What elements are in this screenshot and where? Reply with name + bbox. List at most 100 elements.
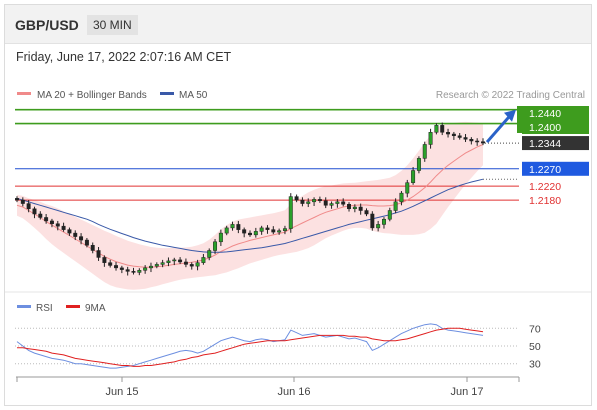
candle — [90, 242, 95, 254]
candle-body — [381, 218, 386, 225]
candle — [387, 207, 392, 222]
rsi-tick-label: 70 — [529, 323, 541, 335]
candle — [376, 220, 381, 232]
copyright-text: Research © 2022 Trading Central — [436, 90, 585, 101]
candle-body — [411, 170, 416, 183]
x-tick-label: Jun 15 — [105, 386, 138, 398]
rsi-tick-label: 30 — [529, 359, 541, 371]
level-label-box — [522, 161, 589, 176]
candle-body — [317, 199, 322, 202]
candle-body — [253, 231, 258, 236]
candle — [416, 156, 421, 174]
candle-body — [90, 245, 95, 251]
candle-body — [271, 229, 276, 233]
ma20-legend-label: MA 20 + Bollinger Bands — [37, 90, 147, 101]
candle-body — [38, 213, 43, 218]
candle-body — [178, 259, 183, 263]
candle-body — [195, 262, 200, 267]
candle — [61, 222, 66, 232]
candle — [271, 226, 276, 235]
candle-body — [475, 140, 480, 143]
timeframe-button[interactable]: 30 MIN — [87, 15, 138, 35]
candle-body — [405, 182, 410, 194]
candle — [457, 132, 462, 140]
ma50-legend-swatch — [160, 92, 174, 95]
candle — [329, 201, 334, 209]
level-labels: 1.2440 1.2400 1.2270 1.2220 1.2180 1.2344 — [485, 106, 589, 207]
candle-body — [428, 132, 433, 145]
resistance-marker — [517, 106, 522, 133]
candle-body — [172, 259, 177, 262]
candle — [370, 211, 375, 231]
rsi-lines — [16, 323, 484, 369]
candle-body — [154, 264, 159, 267]
candle — [114, 261, 119, 271]
candle — [20, 197, 25, 207]
forecast-arrow — [485, 114, 512, 144]
candle — [26, 200, 31, 213]
candle — [67, 227, 72, 236]
candle-body — [288, 196, 293, 229]
candle-body — [364, 210, 369, 215]
candle — [137, 268, 142, 276]
ma9-legend-swatch — [66, 305, 80, 308]
candle — [288, 193, 293, 233]
candle-body — [248, 232, 252, 236]
header-bar: GBP/USD 30 MIN — [5, 5, 591, 44]
candle — [253, 227, 258, 238]
current-price-text: 1.2344 — [529, 138, 561, 150]
candle — [201, 253, 206, 265]
candle — [451, 131, 456, 140]
candle — [213, 239, 218, 254]
candle-body — [143, 267, 148, 271]
price-levels — [15, 108, 519, 201]
rsi-gridlines: 70 50 30 — [15, 323, 541, 371]
candle — [218, 229, 223, 246]
candle — [183, 258, 188, 268]
candle — [469, 137, 474, 145]
candle — [317, 196, 322, 203]
candle — [405, 179, 410, 198]
candle — [207, 248, 212, 261]
candle-body — [422, 144, 427, 159]
candle-body — [312, 199, 317, 203]
x-tick-label: Jun 17 — [450, 386, 483, 398]
candle-body — [416, 158, 421, 171]
candle-body — [469, 138, 474, 142]
candle — [84, 237, 89, 248]
level-label-box — [522, 106, 589, 120]
chart-datetime: Friday, June 17, 2022 2:07:16 AM CET — [16, 50, 232, 64]
candle — [195, 259, 200, 271]
candle-body — [119, 267, 124, 270]
candle-body — [20, 199, 25, 204]
candle-body — [218, 232, 223, 243]
candle — [160, 259, 165, 268]
candle-body — [102, 257, 107, 263]
candle-body — [32, 208, 37, 215]
candle — [277, 228, 282, 235]
candle — [154, 262, 159, 269]
candle — [38, 211, 43, 220]
candle-body — [137, 270, 142, 273]
candle — [411, 167, 416, 185]
candle-body — [166, 260, 171, 263]
candle — [108, 259, 113, 268]
candle-body — [207, 250, 212, 258]
candle-body — [399, 192, 404, 203]
candle — [300, 197, 305, 207]
ma50-line — [16, 178, 484, 253]
candle — [189, 262, 194, 270]
candle — [242, 227, 247, 238]
candle-body — [323, 200, 328, 206]
candle-body — [451, 133, 456, 137]
candle-body — [434, 125, 439, 133]
bollinger-band-area — [17, 121, 483, 290]
rsi-line — [16, 323, 484, 369]
candle-body — [108, 262, 113, 266]
candle-body — [44, 217, 49, 222]
candle — [172, 257, 177, 266]
candle-body — [265, 227, 270, 230]
candle-body — [224, 227, 229, 234]
candle — [428, 128, 433, 149]
candle — [294, 194, 299, 203]
